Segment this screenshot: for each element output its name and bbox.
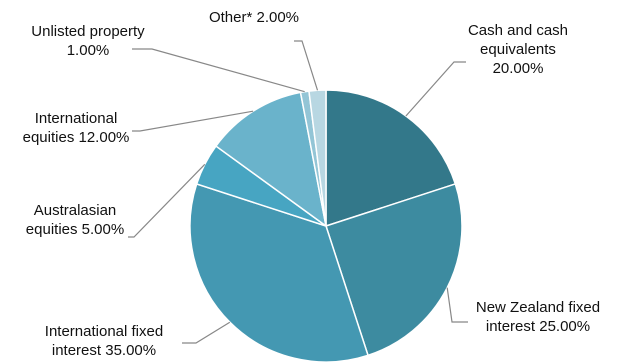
slice-label-line: Unlisted property [31, 23, 145, 40]
slice-label-line: International fixed [45, 323, 163, 340]
slice-label-line: equivalents [480, 41, 556, 58]
leader-line-cash-and-cash-equivalents [405, 61, 466, 117]
slice-label-line: 20.00% [493, 60, 544, 77]
slice-label-international-equities: International equities 12.00% [23, 110, 130, 146]
slice-label-unlisted-property: Unlisted property 1.00% [31, 23, 145, 59]
slice-label-line: New Zealand fixed [476, 299, 600, 316]
pie-slice-international-fixed-interest [189, 183, 369, 363]
leader-line-international-fixed-interest [182, 321, 231, 344]
pie-slices [189, 89, 463, 363]
leader-line-new-zealand-fixed-interest [446, 287, 468, 323]
slice-label-line: equities 12.00% [23, 129, 130, 146]
slice-label-line: 1.00% [67, 42, 110, 59]
leader-line-international-equities [132, 110, 254, 132]
leader-line-unlisted-property [132, 48, 305, 93]
slice-labels: Cash and cash equivalents 20.00% New Zealan… [23, 9, 600, 359]
slice-label-line: Cash and cash [468, 22, 568, 39]
slice-label-line: International [35, 110, 118, 127]
slice-label-line: equities 5.00% [26, 221, 124, 238]
slice-label-australasian-equities: Australasian equities 5.00% [26, 202, 124, 238]
slice-label-cash-and-cash-equivalents: Cash and cash equivalents 20.00% [468, 22, 568, 77]
slice-label-international-fixed-interest: International fixed interest 35.00% [45, 323, 163, 359]
slice-label-line: interest 25.00% [486, 318, 590, 335]
slice-label-line: interest 35.00% [52, 342, 156, 359]
slice-label-new-zealand-fixed-interest: New Zealand fixed interest 25.00% [476, 299, 600, 335]
slice-label-other: Other* 2.00% [209, 9, 299, 26]
leader-lines [128, 40, 468, 344]
pie-slice-international-equities [214, 91, 328, 228]
slice-label-line: Other* 2.00% [209, 9, 299, 26]
slice-label-line: Australasian [34, 202, 117, 219]
leader-line-other [294, 40, 319, 91]
leader-line-australasian-equities [128, 163, 206, 238]
